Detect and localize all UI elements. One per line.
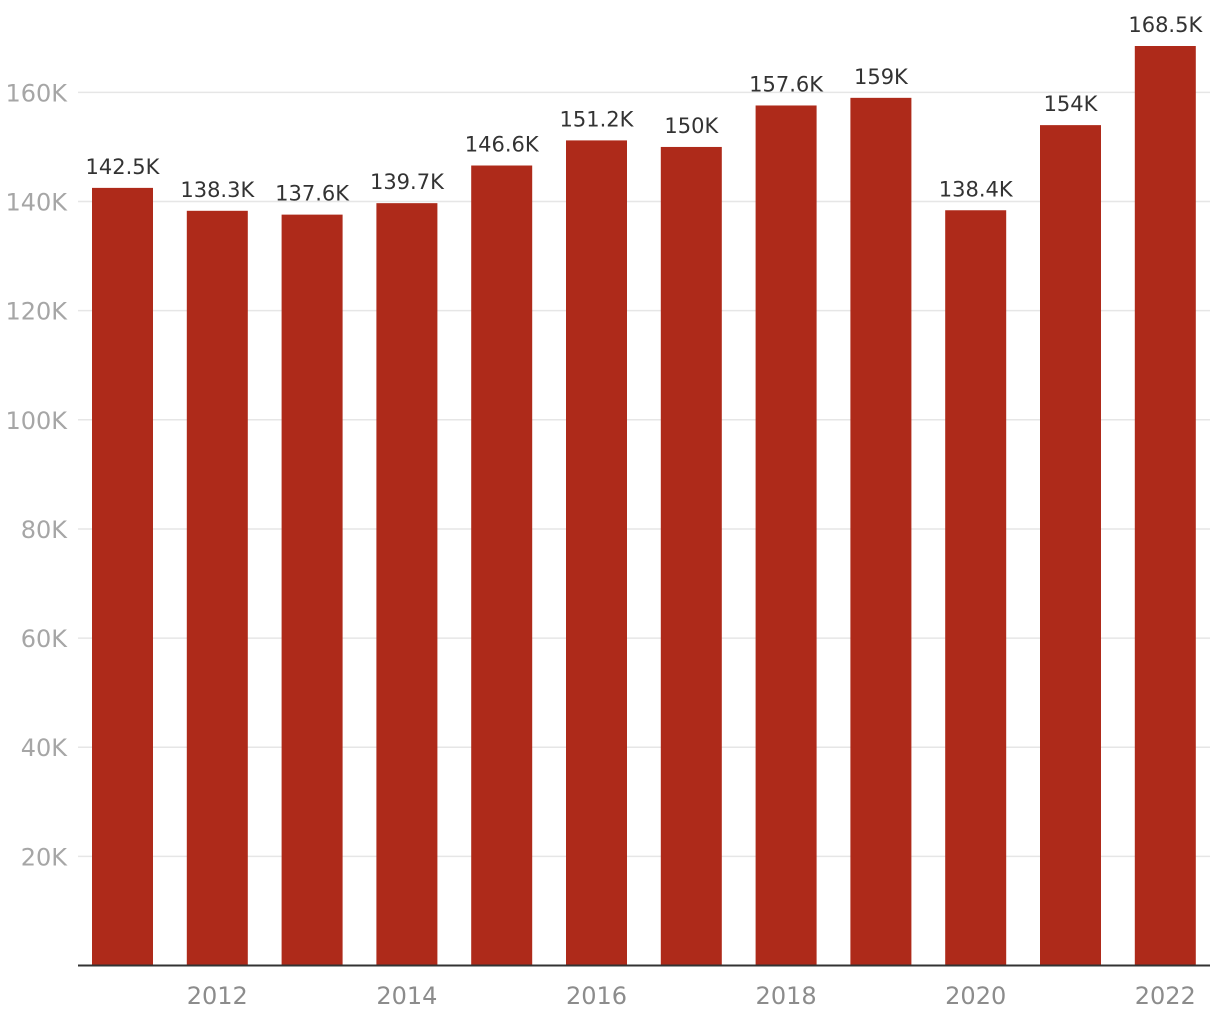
- x-tick-label: 2012: [187, 982, 248, 1010]
- x-axis: 2012 2014 2016 2018 2020 2022: [78, 964, 1210, 1010]
- gridlines: [78, 91, 1210, 858]
- data-label: 142.5K: [86, 155, 161, 179]
- x-tick-label: 2014: [376, 982, 437, 1010]
- data-label: 146.6K: [465, 133, 540, 157]
- bar: [471, 165, 533, 966]
- bar: [376, 203, 438, 966]
- y-tick-label: 120K: [5, 298, 68, 326]
- data-label: 154K: [1044, 92, 1099, 116]
- bar: [660, 146, 722, 966]
- bar: [945, 210, 1007, 966]
- y-tick-label: 40K: [21, 734, 69, 762]
- y-tick-label: 20K: [21, 843, 69, 871]
- data-label: 137.6K: [275, 182, 350, 206]
- bar: [850, 97, 912, 966]
- bars: [92, 46, 1196, 966]
- bar: [1040, 125, 1101, 966]
- bar: [281, 214, 343, 966]
- y-axis: 20K 40K 60K 80K 100K 120K 140K 160K: [5, 79, 68, 871]
- bar: [566, 140, 627, 966]
- bar: [1134, 46, 1196, 966]
- bar: [92, 187, 153, 966]
- x-tick-label: 2018: [756, 982, 817, 1010]
- data-label: 157.6K: [749, 72, 824, 96]
- x-tick-label: 2020: [945, 982, 1006, 1010]
- y-tick-label: 160K: [5, 79, 68, 107]
- y-tick-label: 100K: [5, 407, 68, 435]
- y-tick-label: 140K: [5, 189, 68, 217]
- y-tick-label: 80K: [21, 516, 69, 544]
- data-label: 139.7K: [370, 170, 445, 194]
- bar: [755, 105, 817, 966]
- x-tick-label: 2022: [1135, 982, 1196, 1010]
- data-label: 138.4K: [939, 177, 1014, 201]
- data-label: 159K: [854, 65, 909, 89]
- data-labels: 142.5K 138.3K 137.6K 139.7K 146.6K 151.2K 150K…: [86, 13, 1204, 206]
- data-label: 151.2K: [560, 107, 635, 131]
- bar: [186, 210, 248, 966]
- y-tick-label: 60K: [21, 625, 69, 653]
- x-tick-label: 2016: [566, 982, 627, 1010]
- data-label: 168.5K: [1128, 13, 1203, 37]
- data-label: 138.3K: [180, 178, 255, 202]
- data-label: 150K: [664, 114, 719, 138]
